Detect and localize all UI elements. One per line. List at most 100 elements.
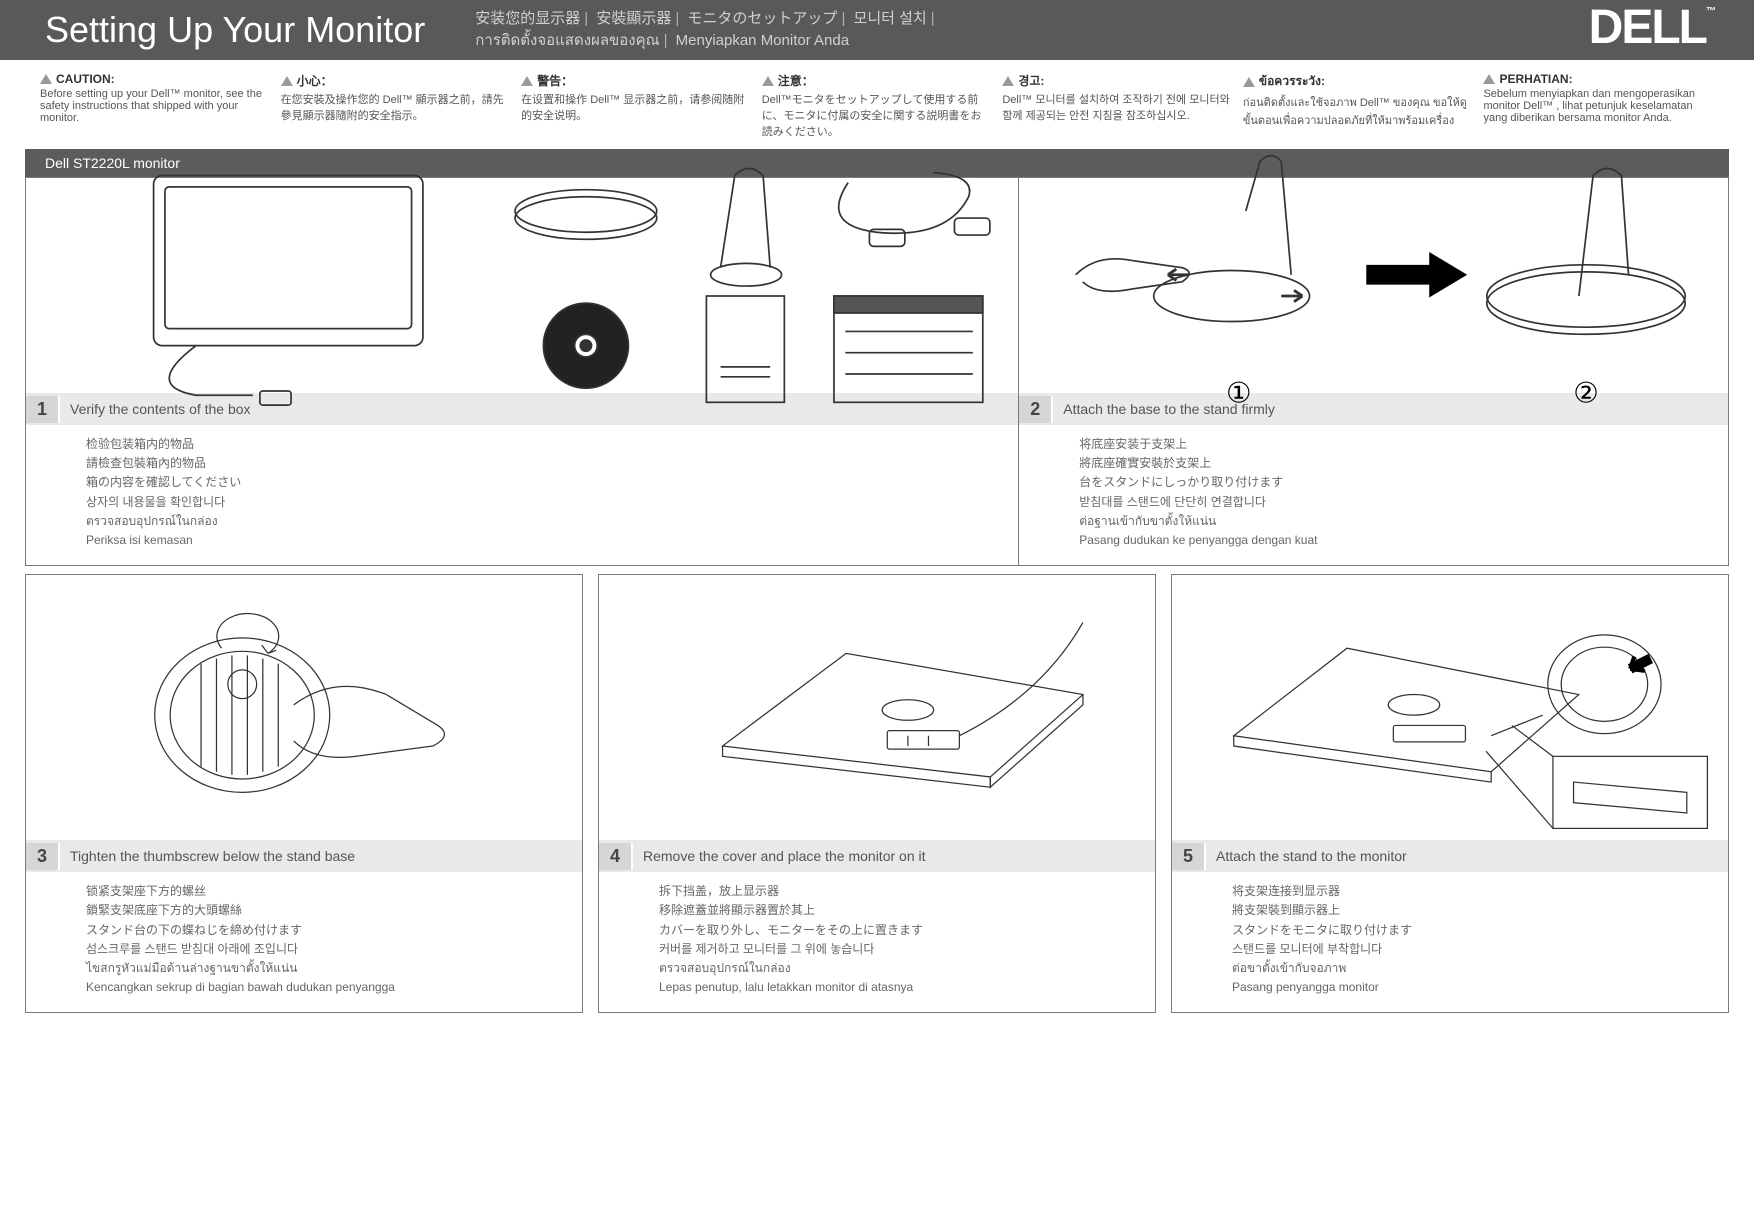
caution-body: Dell™モニタをセットアップして使用する前に、モニタに付属の安全に関する説明書… [762, 91, 993, 139]
step-5-body: 将支架连接到显示器 將支架裝到顯示器上 スタンドをモニタに取り付けます 스탠드를… [1172, 872, 1728, 1012]
attach-base-illustration: ① ② [1019, 133, 1728, 438]
caution-title: CAUTION: [56, 72, 115, 86]
step-line: 상자의 내용물을 확인합니다 [86, 493, 978, 512]
caution-title: 小心： [297, 72, 333, 89]
panel-step-5: 5 Attach the stand to the monitor 将支架连接到… [1171, 574, 1729, 1013]
step-line: スタンド台の下の蝶ねじを締め付けます [86, 921, 542, 940]
diagram-box-contents [26, 178, 1018, 393]
step-number: 2 [1019, 396, 1053, 423]
caution-title: 경고: [1018, 72, 1044, 89]
step-line: 拆下挡盖，放上显示器 [659, 882, 1115, 901]
step-3-bar: 3 Tighten the thumbscrew below the stand… [26, 840, 582, 872]
warning-icon [40, 74, 52, 84]
step-line: 锁紧支架座下方的螺丝 [86, 882, 542, 901]
caution-title: 警告： [537, 72, 573, 89]
warning-icon [1002, 76, 1014, 86]
attach-stand-illustration [1172, 571, 1728, 844]
caution-zh-cn: 警告： 在设置和操作 Dell™ 显示器之前，请参阅随附的安全说明。 [521, 72, 752, 139]
step-number: 3 [26, 843, 60, 870]
lang: モニタのセットアップ [687, 10, 837, 27]
caution-body: Sebelum menyiapkan dan mengoperasikan mo… [1483, 88, 1714, 124]
step-line: 鎖緊支架底座下方的大頭螺絲 [86, 901, 542, 920]
contents-illustration [26, 133, 1018, 438]
step-line: Periksa isi kemasan [86, 531, 978, 550]
step-1-body: 检验包装箱内的物品 請檢查包裝箱內的物品 箱の内容を確認してください 상자의 내… [26, 425, 1018, 565]
caution-id: PERHATIAN: Sebelum menyiapkan dan mengop… [1483, 72, 1714, 139]
caution-body: 在您安裝及操作您的 Dell™ 顯示器之前，請先參見顯示器隨附的安全指示。 [281, 91, 512, 123]
header: Setting Up Your Monitor 安装您的显示器| 安裝顯示器| … [0, 0, 1754, 60]
step-line: 커버를 제거하고 모니터를 그 위에 놓습니다 [659, 940, 1115, 959]
warning-icon [521, 76, 533, 86]
diagram-remove-cover [599, 575, 1155, 840]
step-line: カバーを取り外し、モニターをその上に置きます [659, 921, 1115, 940]
row-steps-3-4-5: 3 Tighten the thumbscrew below the stand… [0, 566, 1754, 1013]
step-3-body: 锁紧支架座下方的螺丝 鎖緊支架底座下方的大頭螺絲 スタンド台の下の蝶ねじを締め付… [26, 872, 582, 1012]
step-line: Pasang penyangga monitor [1232, 978, 1688, 997]
logo-text: DELL [1589, 1, 1706, 54]
panel-step-1: 1 Verify the contents of the box 检验包装箱内的… [25, 177, 1019, 566]
step-4-body: 拆下挡盖，放上显示器 移除遮蓋並將顯示器置於其上 カバーを取り外し、モニターをそ… [599, 872, 1155, 1012]
step-line: ตรวจสอบอุปกรณ์ในกล่อง [659, 959, 1115, 978]
caution-ja: 注意： Dell™モニタをセットアップして使用する前に、モニタに付属の安全に関す… [762, 72, 993, 139]
step-line: 請檢查包裝箱內的物品 [86, 454, 978, 473]
step-line: 스탠드를 모니터에 부착합니다 [1232, 940, 1688, 959]
step-line: 将支架连接到显示器 [1232, 882, 1688, 901]
step-title: Attach the stand to the monitor [1216, 848, 1407, 864]
warning-icon [1483, 74, 1495, 84]
page-title: Setting Up Your Monitor [45, 9, 425, 51]
caution-ko: 경고: Dell™ 모니터를 설치하여 조작하기 전에 모니터와 함께 제공되는… [1002, 72, 1233, 139]
caution-body: 在设置和操作 Dell™ 显示器之前，请参阅随附的安全说明。 [521, 91, 752, 123]
trademark: ™ [1706, 6, 1714, 17]
lang: 安裝顯示器 [596, 10, 671, 27]
step-4-bar: 4 Remove the cover and place the monitor… [599, 840, 1155, 872]
caution-title: 注意： [778, 72, 814, 89]
warning-icon [281, 76, 293, 86]
svg-text:②: ② [1574, 377, 1599, 409]
step-title: Attach the base to the stand firmly [1063, 401, 1275, 417]
step-line: 台をスタンドにしっかり取り付けます [1079, 473, 1688, 492]
caution-body: Before setting up your Dell™ monitor, se… [40, 88, 271, 124]
step-line: 箱の内容を確認してください [86, 473, 978, 492]
panel-step-4: 4 Remove the cover and place the monitor… [598, 574, 1156, 1013]
step-line: 섬스크루를 스탠드 받침대 아래에 조입니다 [86, 940, 542, 959]
caution-body: ก่อนติดตั้งและใช้จอภาพ Dell™ ของคุณ ขอให… [1243, 93, 1474, 129]
caution-zh-tw: 小心： 在您安裝及操作您的 Dell™ 顯示器之前，請先參見顯示器隨附的安全指示… [281, 72, 512, 139]
step-line: Lepas penutup, lalu letakkan monitor di … [659, 978, 1115, 997]
step-line: 받침대를 스탠드에 단단히 연결합니다 [1079, 493, 1688, 512]
step-2-body: 将底座安装于支架上 將底座確實安裝於支架上 台をスタンドにしっかり取り付けます … [1019, 425, 1728, 565]
step-line: ต่อฐานเข้ากับขาตั้งให้แน่น [1079, 512, 1688, 531]
lang: การติดตั้งจอแสดงผลของคุณ [475, 32, 659, 49]
step-line: ต่อขาตั้งเข้ากับจอภาพ [1232, 959, 1688, 978]
step-line: ตรวจสอบอุปกรณ์ในกล่อง [86, 512, 978, 531]
dell-logo: DELL™ [1589, 0, 1714, 55]
panel-step-3: 3 Tighten the thumbscrew below the stand… [25, 574, 583, 1013]
diagram-thumbscrew [26, 575, 582, 840]
step-number: 4 [599, 843, 633, 870]
step-title: Remove the cover and place the monitor o… [643, 848, 926, 864]
diagram-attach-stand [1172, 575, 1728, 840]
warning-icon [1243, 77, 1255, 87]
warning-icon [762, 76, 774, 86]
step-title: Verify the contents of the box [70, 401, 251, 417]
step-number: 5 [1172, 843, 1206, 870]
step-5-bar: 5 Attach the stand to the monitor [1172, 840, 1728, 872]
lang: 安装您的显示器 [475, 10, 580, 27]
caution-en: CAUTION: Before setting up your Dell™ mo… [40, 72, 271, 139]
panel-step-2: ① ② 2 Attach the base to the stand firml… [1019, 177, 1729, 566]
caution-body: Dell™ 모니터를 설치하여 조작하기 전에 모니터와 함께 제공되는 안전 … [1002, 91, 1233, 123]
step-line: スタンドをモニタに取り付けます [1232, 921, 1688, 940]
header-languages: 安装您的显示器| 安裝顯示器| モニタのセットアップ| 모니터 설치| การต… [475, 8, 938, 53]
row-steps-1-2: 1 Verify the contents of the box 检验包装箱内的… [0, 177, 1754, 566]
step-line: Pasang dudukan ke penyangga dengan kuat [1079, 531, 1688, 550]
step-line: 将底座安装于支架上 [1079, 435, 1688, 454]
step-line: 將支架裝到顯示器上 [1232, 901, 1688, 920]
step-line: 將底座確實安裝於支架上 [1079, 454, 1688, 473]
remove-cover-illustration [599, 571, 1155, 844]
step-line: 移除遮蓋並將顯示器置於其上 [659, 901, 1115, 920]
step-line: ไขสกรูหัวแม่มือด้านล่างฐานขาตั้งให้แน่น [86, 959, 542, 978]
caution-title: PERHATIAN: [1499, 72, 1572, 86]
lang: 모니터 설치 [854, 10, 927, 27]
step-number: 1 [26, 396, 60, 423]
thumbscrew-illustration [26, 571, 582, 844]
caution-title: ข้อควรระวัง: [1259, 72, 1325, 91]
